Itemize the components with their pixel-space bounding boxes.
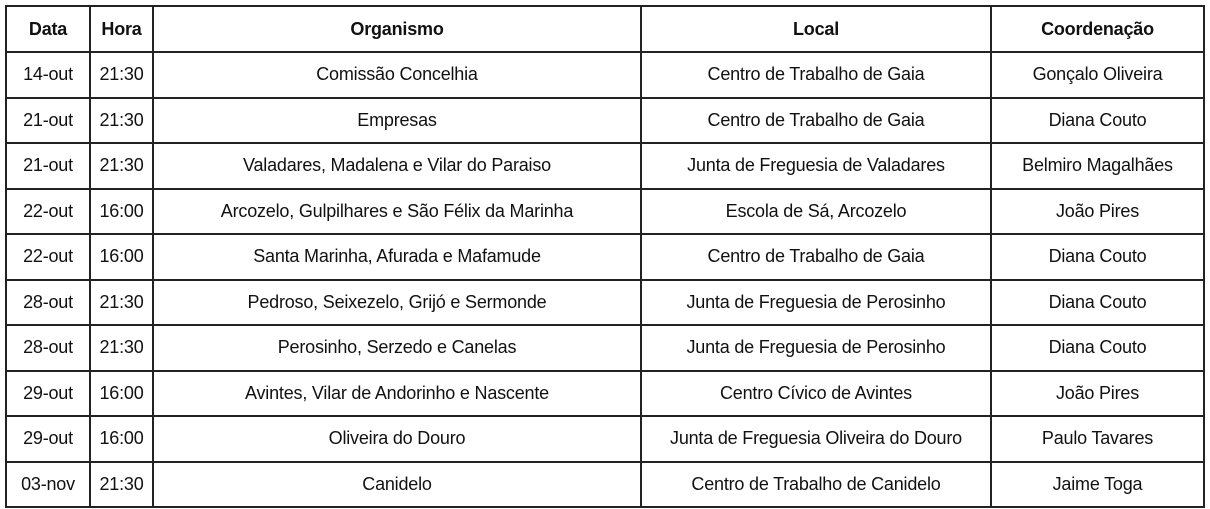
- cell-time: 21:30: [89, 460, 154, 508]
- cell-coordination: Diana Couto: [990, 278, 1205, 326]
- column-header-coordination: Coordenação: [990, 5, 1205, 53]
- column-header-location: Local: [640, 5, 992, 53]
- cell-date: 21-out: [5, 96, 91, 144]
- cell-coordination: Gonçalo Oliveira: [990, 51, 1205, 99]
- cell-time: 21:30: [89, 142, 154, 190]
- schedule-table: Data Hora Organismo Local Coordenação 14-out…: [5, 5, 1205, 508]
- table-row: 29-out 16:00 Avintes, Vilar de Andorinho e…: [5, 369, 1205, 417]
- cell-organism: Valadares, Madalena e Vilar do Paraiso: [152, 142, 642, 190]
- cell-coordination: Paulo Tavares: [990, 415, 1205, 463]
- cell-location: Centro de Trabalho de Gaia: [640, 96, 992, 144]
- cell-date: 03-nov: [5, 460, 91, 508]
- table-row: 22-out 16:00 Santa Marinha, Afurada e Mafa…: [5, 233, 1205, 281]
- header-row: Data Hora Organismo Local Coordenação: [5, 5, 1205, 53]
- cell-location: Junta de Freguesia de Valadares: [640, 142, 992, 190]
- table-row: 14-out 21:30 Comissão Concelhia Centro de T…: [5, 51, 1205, 99]
- cell-date: 21-out: [5, 142, 91, 190]
- cell-coordination: João Pires: [990, 187, 1205, 235]
- cell-location: Junta de Freguesia Oliveira do Douro: [640, 415, 992, 463]
- cell-organism: Pedroso, Seixezelo, Grijó e Sermonde: [152, 278, 642, 326]
- table-row: 28-out 21:30 Perosinho, Serzedo e Canelas J…: [5, 324, 1205, 372]
- cell-time: 16:00: [89, 187, 154, 235]
- column-header-time: Hora: [89, 5, 154, 53]
- cell-organism: Comissão Concelhia: [152, 51, 642, 99]
- cell-location: Centro de Trabalho de Gaia: [640, 233, 992, 281]
- cell-time: 16:00: [89, 369, 154, 417]
- cell-date: 22-out: [5, 187, 91, 235]
- cell-location: Centro de Trabalho de Gaia: [640, 51, 992, 99]
- cell-organism: Oliveira do Douro: [152, 415, 642, 463]
- cell-date: 28-out: [5, 324, 91, 372]
- cell-coordination: João Pires: [990, 369, 1205, 417]
- column-header-organism: Organismo: [152, 5, 642, 53]
- cell-location: Junta de Freguesia de Perosinho: [640, 278, 992, 326]
- cell-organism: Perosinho, Serzedo e Canelas: [152, 324, 642, 372]
- cell-organism: Canidelo: [152, 460, 642, 508]
- table-row: 21-out 21:30 Empresas Centro de Trabalho de…: [5, 96, 1205, 144]
- cell-date: 29-out: [5, 369, 91, 417]
- cell-coordination: Diana Couto: [990, 96, 1205, 144]
- column-header-date: Data: [5, 5, 91, 53]
- table-row: 21-out 21:30 Valadares, Madalena e Vilar d…: [5, 142, 1205, 190]
- cell-coordination: Diana Couto: [990, 324, 1205, 372]
- cell-location: Junta de Freguesia de Perosinho: [640, 324, 992, 372]
- cell-time: 21:30: [89, 96, 154, 144]
- table-row: 29-out 16:00 Oliveira do Douro Junta de Fre…: [5, 415, 1205, 463]
- cell-time: 21:30: [89, 278, 154, 326]
- cell-time: 21:30: [89, 324, 154, 372]
- cell-date: 22-out: [5, 233, 91, 281]
- cell-coordination: Jaime Toga: [990, 460, 1205, 508]
- cell-location: Centro de Trabalho de Canidelo: [640, 460, 992, 508]
- cell-time: 21:30: [89, 51, 154, 99]
- cell-coordination: Belmiro Magalhães: [990, 142, 1205, 190]
- cell-date: 29-out: [5, 415, 91, 463]
- cell-location: Escola de Sá, Arcozelo: [640, 187, 992, 235]
- cell-time: 16:00: [89, 415, 154, 463]
- cell-organism: Arcozelo, Gulpilhares e São Félix da Mar…: [152, 187, 642, 235]
- cell-location: Centro Cívico de Avintes: [640, 369, 992, 417]
- cell-organism: Empresas: [152, 96, 642, 144]
- cell-time: 16:00: [89, 233, 154, 281]
- table-row: 28-out 21:30 Pedroso, Seixezelo, Grijó e S…: [5, 278, 1205, 326]
- cell-organism: Avintes, Vilar de Andorinho e Nascente: [152, 369, 642, 417]
- cell-date: 28-out: [5, 278, 91, 326]
- cell-date: 14-out: [5, 51, 91, 99]
- cell-coordination: Diana Couto: [990, 233, 1205, 281]
- table-row: 22-out 16:00 Arcozelo, Gulpilhares e São F…: [5, 187, 1205, 235]
- table-row: 03-nov 21:30 Canidelo Centro de Trabalho de…: [5, 460, 1205, 508]
- cell-organism: Santa Marinha, Afurada e Mafamude: [152, 233, 642, 281]
